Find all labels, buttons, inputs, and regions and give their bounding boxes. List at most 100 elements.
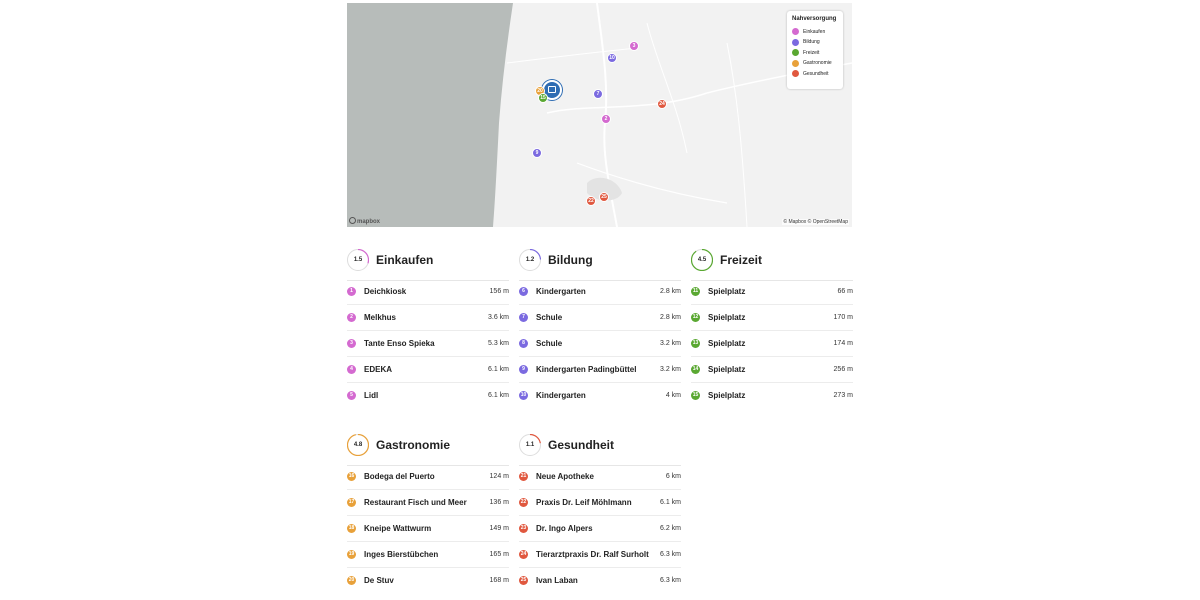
divider <box>519 280 681 281</box>
legend-label: Freizeit <box>803 49 820 56</box>
poi-name: Ivan Laban <box>536 576 578 585</box>
list-item[interactable]: 22 Praxis Dr. Leif Möhlmann 6.1 km <box>519 490 681 516</box>
list-item[interactable]: 8 Schule 3.2 km <box>519 331 681 357</box>
list-item[interactable]: 25 Ivan Laban 6.3 km <box>519 568 681 594</box>
poi-name: Spielplatz <box>708 365 746 374</box>
map-marker-einkaufen[interactable]: 2 <box>601 114 611 124</box>
map-marker-bildung[interactable]: 9 <box>532 148 542 158</box>
map-attribution[interactable]: © Mapbox © OpenStreetMap <box>782 219 849 225</box>
mapbox-logo[interactable]: mapbox <box>349 217 380 225</box>
poi-distance: 66 m <box>837 288 853 295</box>
legend-item-gesundheit: Gesundheit <box>792 70 838 77</box>
list-item[interactable]: 11 Spielplatz 66 m <box>691 279 853 305</box>
home-location-icon[interactable] <box>542 80 562 100</box>
list-item[interactable]: 16 Bodega del Puerto 124 m <box>347 464 509 490</box>
legend-dot-icon <box>792 38 799 46</box>
list-item[interactable]: 13 Spielplatz 174 m <box>691 331 853 357</box>
list-item[interactable]: 2 Melkhus 3.6 km <box>347 305 509 331</box>
map-marker-einkaufen[interactable]: 3 <box>629 41 639 51</box>
poi-name: Spielplatz <box>708 339 746 348</box>
category-freizeit: 4.5 Freizeit 11 Spielplatz 66 m 12 Spielplatz 1… <box>691 249 853 409</box>
poi-list: 11 Spielplatz 66 m 12 Spielplatz 170 m 13 Spiel… <box>691 279 853 409</box>
legend-label: Gesundheit <box>803 70 829 77</box>
list-item[interactable]: 18 Kneipe Wattwurm 149 m <box>347 516 509 542</box>
poi-number-badge: 16 <box>347 472 356 481</box>
list-item[interactable]: 24 Tierarztpraxis Dr. Ralf Surholt 6.3 km <box>519 542 681 568</box>
poi-number-badge: 12 <box>691 313 700 322</box>
list-item[interactable]: 4 EDEKA 6.1 km <box>347 357 509 383</box>
poi-number-badge: 6 <box>519 287 528 296</box>
category-header: 4.8 Gastronomie <box>347 434 509 474</box>
category-title: Freizeit <box>720 253 763 267</box>
list-item[interactable]: 19 Inges Bierstübchen 165 m <box>347 542 509 568</box>
poi-distance: 6.2 km <box>659 525 681 532</box>
category-header: 1.1 Gesundheit <box>519 434 681 474</box>
poi-number-badge: 17 <box>347 498 356 507</box>
poi-name: Kindergarten <box>536 391 586 400</box>
legend-dot-icon <box>792 49 799 56</box>
list-item[interactable]: 17 Restaurant Fisch und Meer 136 m <box>347 490 509 516</box>
category-header: 4.5 Freizeit <box>691 249 853 289</box>
category-header: 1.2 Bildung <box>519 249 681 289</box>
poi-distance: 6 km <box>665 473 681 480</box>
poi-distance: 6.1 km <box>487 392 509 399</box>
poi-name: Inges Bierstübchen <box>364 550 439 559</box>
poi-distance: 149 m <box>489 525 509 532</box>
poi-name: Lidl <box>364 391 379 400</box>
map[interactable]: 3 10 7 2 9 24 20 15 22 25 Nahversorgung Einkaufen… <box>347 3 852 227</box>
divider <box>691 280 853 281</box>
poi-number-badge: 9 <box>519 365 528 374</box>
poi-name: Schule <box>536 339 563 348</box>
category-title: Gesundheit <box>548 438 615 452</box>
legend-label: Einkaufen <box>803 28 826 35</box>
map-marker-gesundheit[interactable]: 24 <box>657 99 667 109</box>
poi-number-badge: 5 <box>347 391 356 400</box>
poi-distance: 3.6 km <box>487 314 509 321</box>
map-marker-bildung[interactable]: 10 <box>607 53 617 63</box>
list-item[interactable]: 6 Kindergarten 2.8 km <box>519 279 681 305</box>
poi-distance: 6.3 km <box>659 551 681 558</box>
category-score-value: 4.8 <box>353 442 363 448</box>
poi-list: 6 Kindergarten 2.8 km 7 Schule 2.8 km 8 Schule 3… <box>519 279 681 409</box>
map-marker-gesundheit[interactable]: 25 <box>599 192 609 202</box>
poi-number-badge: 23 <box>519 524 528 533</box>
poi-name: Praxis Dr. Leif Möhlmann <box>536 498 632 507</box>
category-header: 1.5 Einkaufen <box>347 249 509 289</box>
list-item[interactable]: 10 Kindergarten 4 km <box>519 383 681 409</box>
legend-item-bildung: Bildung <box>792 38 838 46</box>
poi-name: Spielplatz <box>708 313 746 322</box>
map-marker-freizeit[interactable]: 15 <box>538 93 548 103</box>
list-item[interactable]: 1 Deichkiosk 156 m <box>347 279 509 305</box>
road <box>506 47 638 64</box>
list-item[interactable]: 15 Spielplatz 273 m <box>691 383 853 409</box>
poi-name: Spielplatz <box>708 391 746 400</box>
poi-number-badge: 15 <box>691 391 700 400</box>
list-item[interactable]: 20 De Stuv 168 m <box>347 568 509 594</box>
poi-distance: 273 m <box>833 392 853 399</box>
list-item[interactable]: 5 Lidl 6.1 km <box>347 383 509 409</box>
category-score-badge: 1.5 <box>347 249 369 271</box>
list-item[interactable]: 23 Dr. Ingo Alpers 6.2 km <box>519 516 681 542</box>
list-item[interactable]: 12 Spielplatz 170 m <box>691 305 853 331</box>
poi-name: Kindergarten <box>536 287 586 296</box>
poi-distance: 6.1 km <box>487 366 509 373</box>
poi-name: Tante Enso Spieka <box>364 339 435 348</box>
list-item[interactable]: 7 Schule 2.8 km <box>519 305 681 331</box>
category-einkaufen: 1.5 Einkaufen 1 Deichkiosk 156 m 2 Melkhus 3.6 … <box>347 249 509 409</box>
list-item[interactable]: 9 Kindergarten Padingbüttel 3.2 km <box>519 357 681 383</box>
list-item[interactable]: 21 Neue Apotheke 6 km <box>519 464 681 490</box>
map-legend: Nahversorgung Einkaufen Bildung Freizeit… <box>787 11 843 89</box>
legend-item-einkaufen: Einkaufen <box>792 28 838 35</box>
poi-number-badge: 18 <box>347 524 356 533</box>
category-score-value: 1.5 <box>353 257 363 263</box>
poi-list: 21 Neue Apotheke 6 km 22 Praxis Dr. Leif Möh… <box>519 464 681 594</box>
list-item[interactable]: 14 Spielplatz 256 m <box>691 357 853 383</box>
poi-distance: 170 m <box>833 314 853 321</box>
category-score-value: 1.1 <box>525 442 535 448</box>
map-marker-gesundheit[interactable]: 22 <box>586 196 596 206</box>
map-marker-bildung[interactable]: 7 <box>593 89 603 99</box>
legend-dot-icon <box>792 70 799 77</box>
poi-number-badge: 4 <box>347 365 356 374</box>
list-item[interactable]: 3 Tante Enso Spieka 5.3 km <box>347 331 509 357</box>
poi-name: Deichkiosk <box>364 287 407 296</box>
